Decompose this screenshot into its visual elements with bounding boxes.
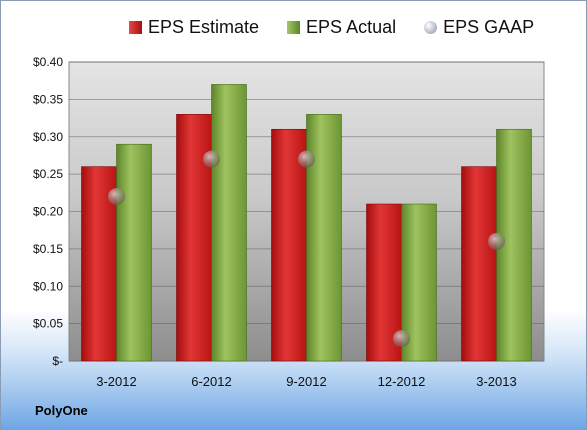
y-tick-label: $0.05 bbox=[33, 317, 63, 331]
legend: EPS Estimate EPS Actual EPS GAAP bbox=[129, 17, 562, 38]
gaap-point bbox=[488, 232, 505, 250]
legend-swatch-actual bbox=[287, 21, 301, 34]
bar-estimate bbox=[271, 128, 307, 362]
y-tick-label: $0.40 bbox=[33, 55, 63, 69]
bar-actual bbox=[306, 114, 342, 362]
y-axis: $- $0.05 $0.10 $0.15 $0.20 $0.25 $0.30 $0.35 $0.… bbox=[33, 55, 63, 368]
legend-label-actual: EPS Actual bbox=[306, 17, 397, 37]
y-tick-label: $- bbox=[52, 354, 63, 368]
x-tick-label: 12-2012 bbox=[378, 374, 426, 389]
y-tick-label: $0.10 bbox=[33, 279, 63, 293]
legend-item-estimate: EPS Estimate bbox=[129, 17, 259, 38]
y-tick-label: $0.15 bbox=[33, 242, 63, 256]
legend-label-estimate: EPS Estimate bbox=[148, 17, 260, 37]
x-axis: 3-2012 6-2012 9-2012 12-2012 3-2013 bbox=[96, 374, 516, 389]
gaap-point bbox=[108, 188, 125, 206]
gaap-point bbox=[298, 150, 315, 168]
bars bbox=[81, 84, 532, 362]
bar-estimate bbox=[176, 114, 212, 362]
x-tick-label: 6-2012 bbox=[191, 374, 231, 389]
gaap-points bbox=[108, 150, 505, 348]
legend-label-gaap: EPS GAAP bbox=[443, 17, 535, 37]
y-tick-label: $0.25 bbox=[33, 167, 63, 181]
legend-swatch-estimate bbox=[129, 21, 142, 34]
x-tick-label: 3-2013 bbox=[476, 374, 516, 389]
gaap-point bbox=[393, 330, 410, 348]
bar-estimate bbox=[461, 166, 497, 362]
bar-actual bbox=[116, 143, 152, 362]
legend-item-actual: EPS Actual bbox=[287, 17, 396, 38]
y-tick-label: $0.20 bbox=[33, 205, 63, 219]
x-tick-label: 9-2012 bbox=[286, 374, 326, 389]
bar-actual bbox=[211, 84, 247, 362]
x-tick-label: 3-2012 bbox=[96, 374, 136, 389]
legend-item-gaap: EPS GAAP bbox=[424, 17, 534, 38]
y-tick-label: $0.35 bbox=[33, 92, 63, 106]
company-name: PolyOne bbox=[35, 403, 88, 418]
y-tick-label: $0.30 bbox=[33, 130, 63, 144]
legend-swatch-gaap bbox=[424, 21, 438, 34]
gaap-point bbox=[203, 150, 220, 168]
